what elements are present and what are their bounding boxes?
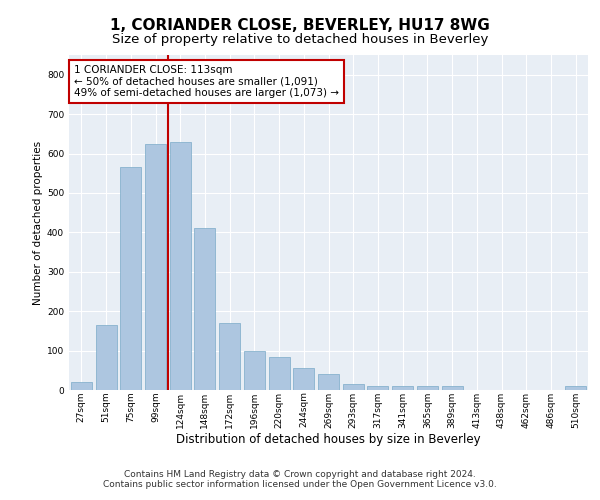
Bar: [244, 350, 265, 390]
Bar: [219, 323, 240, 390]
Bar: [145, 144, 166, 390]
Bar: [417, 386, 438, 390]
Text: Contains HM Land Registry data © Crown copyright and database right 2024.
Contai: Contains HM Land Registry data © Crown c…: [103, 470, 497, 489]
Bar: [442, 386, 463, 390]
Bar: [194, 228, 215, 390]
Bar: [170, 142, 191, 390]
Bar: [343, 384, 364, 390]
Bar: [95, 325, 116, 390]
Bar: [318, 374, 339, 390]
Bar: [293, 368, 314, 390]
Text: 1 CORIANDER CLOSE: 113sqm
← 50% of detached houses are smaller (1,091)
49% of se: 1 CORIANDER CLOSE: 113sqm ← 50% of detac…: [74, 65, 339, 98]
Bar: [71, 382, 92, 390]
Bar: [392, 386, 413, 390]
Bar: [269, 356, 290, 390]
Bar: [120, 168, 141, 390]
Y-axis label: Number of detached properties: Number of detached properties: [33, 140, 43, 304]
Bar: [565, 386, 586, 390]
Text: 1, CORIANDER CLOSE, BEVERLEY, HU17 8WG: 1, CORIANDER CLOSE, BEVERLEY, HU17 8WG: [110, 18, 490, 32]
Text: Size of property relative to detached houses in Beverley: Size of property relative to detached ho…: [112, 32, 488, 46]
X-axis label: Distribution of detached houses by size in Beverley: Distribution of detached houses by size …: [176, 434, 481, 446]
Bar: [367, 386, 388, 390]
